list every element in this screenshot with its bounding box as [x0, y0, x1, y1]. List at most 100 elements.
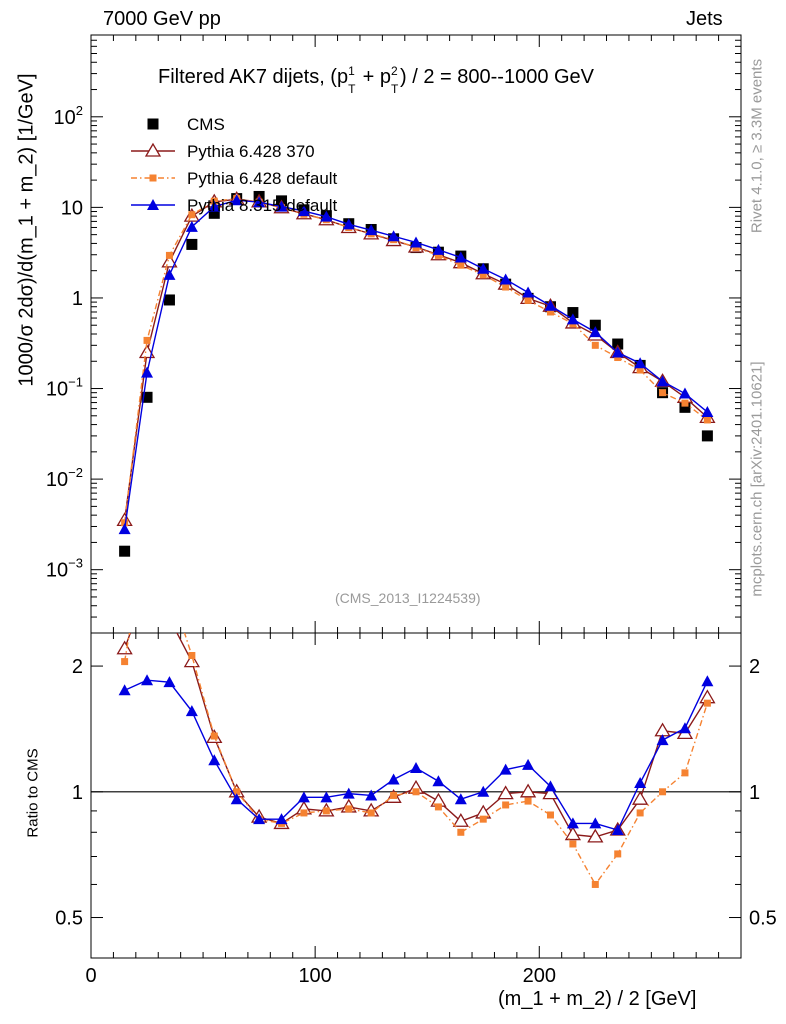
ratio-point-py8_default	[611, 824, 624, 836]
main-point-py6_default	[121, 519, 129, 527]
main-point-py8_default	[477, 262, 490, 274]
main-point-py6_default	[457, 261, 465, 269]
ratio-point-py6_370	[632, 790, 649, 805]
ratio-point-py6_default	[457, 828, 465, 836]
ratio-point-py8_default	[387, 773, 400, 785]
ratio-point-py6_370	[183, 653, 200, 668]
ratio-point-py8_default	[320, 791, 333, 803]
title-sup2: 2	[391, 64, 398, 78]
ratio-point-py6_370	[564, 826, 582, 841]
ratio-point-py8_default	[499, 763, 512, 775]
main-point-cms	[589, 319, 601, 331]
ratio-point-py8_default	[163, 676, 176, 688]
main-point-py8_default	[185, 220, 198, 232]
ratio-point-py6_default	[614, 850, 622, 858]
main-point-py8_default	[387, 230, 400, 242]
ratio-point-py8_default	[701, 675, 714, 687]
ratio-point-py6_default	[322, 807, 330, 815]
legend-marker-py6_default	[149, 174, 157, 182]
main-point-py6_default	[165, 251, 173, 259]
main-y-tick-label: 10−3	[46, 556, 83, 582]
ratio-point-py8_default	[544, 780, 557, 792]
ratio-point-py8_default	[297, 791, 310, 803]
title-prefix: Filtered AK7 dijets, (p	[158, 66, 349, 88]
main-y-tick-label: 1	[72, 288, 83, 310]
ratio-point-py6_default	[524, 797, 532, 805]
title-plus: + p	[357, 66, 392, 88]
ratio-point-py6_370	[452, 812, 469, 827]
ratio-point-py8_default	[522, 758, 535, 770]
ratio-y-tick-label: 2	[72, 656, 83, 678]
ratio-series-py8_default	[118, 674, 714, 836]
main-point-py8_default	[544, 299, 557, 311]
ratio-point-py6_370	[587, 828, 604, 843]
main-y-tick-label: 102	[54, 103, 83, 129]
ratio-point-py6_default	[144, 526, 151, 533]
ratio-y-tick-label: 0.5	[55, 908, 83, 930]
plot-title: Filtered AK7 dijets, (p 1 T + p 2 T) / 2 = 8…	[158, 64, 594, 96]
ratio-point-py8_default	[678, 722, 691, 734]
main-point-py8_default	[522, 286, 535, 298]
main-point-cms	[119, 545, 131, 557]
main-point-py8_default	[701, 406, 714, 418]
main-y-tick-label: 10−1	[46, 375, 83, 401]
ratio-point-py8_default	[275, 813, 288, 825]
ratio-point-py6_default	[659, 788, 667, 796]
main-point-py8_default	[656, 375, 669, 387]
main-point-py8_default	[589, 326, 602, 338]
ratio-point-py6_default	[367, 809, 375, 817]
ratio-point-py8_default	[342, 787, 355, 799]
main-point-py8_default	[432, 243, 445, 255]
ratio-point-py8_default	[589, 817, 602, 829]
main-point-py6_default	[412, 244, 420, 252]
main-point-py6_default	[479, 271, 487, 279]
ratio-point-py6_default	[479, 815, 487, 823]
legend-marker-cms	[147, 118, 159, 130]
main-point-cms	[208, 207, 220, 219]
ratio-point-py6_default	[233, 788, 241, 796]
main-point-py8_default	[634, 357, 647, 369]
x-tick-label: 200	[523, 965, 556, 987]
title-sub1: T	[348, 82, 356, 96]
ratio-point-py6_default	[300, 809, 308, 817]
title-sub2: T	[391, 82, 399, 96]
x-tick-label: 100	[298, 965, 331, 987]
ratio-point-py8_default	[208, 754, 221, 766]
ratio-point-py8_default	[566, 817, 579, 829]
energy-label: 7000 GeV pp	[103, 8, 221, 30]
ratio-y-tick-label-right: 2	[749, 656, 760, 678]
main-series-py8_default	[118, 194, 714, 535]
x-tick-label: 0	[85, 965, 96, 987]
legend-label-py8_default: Pythia 8.315 default	[187, 196, 338, 215]
main-point-py8_default	[141, 366, 154, 378]
main-point-py6_default	[636, 366, 644, 374]
main-point-py6_default	[502, 283, 510, 291]
ratio-point-py6_default	[188, 652, 196, 660]
ratio-point-py6_default	[121, 658, 129, 666]
main-point-cms	[701, 430, 713, 442]
main-point-cms	[567, 307, 579, 319]
main-point-cms	[612, 338, 624, 350]
main-line-py6_default	[123, 197, 708, 523]
legend-label-cms: CMS	[187, 115, 225, 134]
main-series-py6_default	[121, 195, 711, 527]
ratio-point-py6_default	[591, 880, 599, 888]
main-point-py8_default	[678, 387, 691, 399]
ratio-plot-frame	[90, 632, 742, 959]
main-point-py8_default	[230, 194, 243, 206]
ratio-point-py6_default	[681, 769, 689, 777]
main-point-py8_default	[566, 313, 579, 325]
ratio-point-py6_default	[412, 788, 420, 796]
category-label: Jets	[686, 8, 723, 30]
ratio-point-py8_default	[410, 762, 422, 774]
ratio-y-tick-label: 1	[72, 782, 83, 804]
ratio-point-py6_370	[116, 640, 133, 655]
main-point-py8_default	[118, 523, 131, 535]
ratio-point-py6_default	[345, 805, 353, 813]
main-point-py6_default	[524, 296, 532, 304]
main-point-py6_default	[434, 251, 442, 259]
ratio-point-py8_default	[454, 793, 467, 805]
main-point-py6_default	[614, 354, 622, 362]
main-point-py8_default	[410, 236, 422, 248]
analysis-id-label: (CMS_2013_I1224539)	[335, 590, 481, 606]
